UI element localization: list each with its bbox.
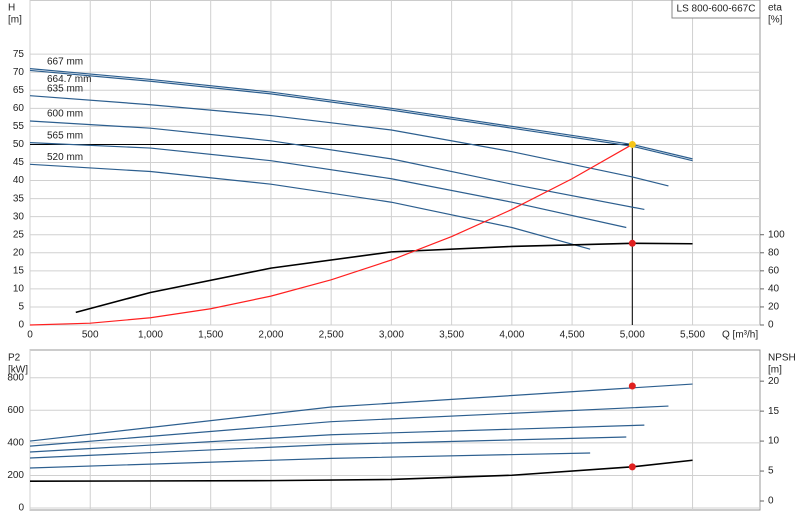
y-tick-label: 20	[13, 247, 25, 258]
series-line	[29, 143, 633, 326]
x-tick-label: 2,000	[258, 330, 283, 341]
series-line	[29, 163, 591, 250]
operating-point	[628, 140, 636, 148]
y2-tick-label: 15	[768, 406, 780, 417]
y2-tick-label: 60	[768, 265, 780, 276]
x-tick-label: 5,000	[620, 330, 645, 341]
y-tick-label: 0	[18, 503, 24, 514]
y-tick-label: 65	[13, 85, 25, 96]
series-label: 635 mm	[47, 83, 83, 94]
y2-tick-label: 5	[768, 466, 774, 477]
y-tick-label: 25	[13, 229, 25, 240]
series-line	[29, 459, 693, 483]
y-tick-label: 200	[7, 470, 24, 481]
series-label: 667 mm	[47, 56, 83, 67]
y-unit: [kW]	[8, 365, 28, 376]
y-tick-label: 60	[13, 103, 25, 114]
x-tick-label: 3,000	[379, 330, 404, 341]
y2-tick-label: 40	[768, 284, 780, 295]
x-tick-label: 2,500	[319, 330, 344, 341]
y2-unit: [m]	[768, 365, 782, 376]
y-tick-label: 15	[13, 265, 25, 276]
y-tick-label: 75	[13, 49, 25, 60]
x-tick-label: 4,000	[499, 330, 524, 341]
x-tick-label: 4,500	[560, 330, 585, 341]
x-label: Q [m³/h]	[722, 330, 758, 341]
y-tick-label: 800	[7, 372, 24, 383]
y-tick-label: 600	[7, 405, 24, 416]
y-tick-label: 70	[13, 67, 25, 78]
operating-point	[628, 382, 636, 390]
y-tick-label: 400	[7, 438, 24, 449]
series-line	[29, 436, 627, 459]
y-tick-label: 35	[13, 193, 25, 204]
y-tick-label: 10	[13, 284, 25, 295]
y2-label: NPSH	[768, 353, 796, 364]
series-line	[29, 424, 645, 453]
x-tick-label: 3,500	[439, 330, 464, 341]
x-tick-label: 1,000	[138, 330, 163, 341]
y-tick-label: 40	[13, 175, 25, 186]
x-tick-label: 1,500	[198, 330, 223, 341]
y2-tick-label: 0	[768, 496, 774, 507]
y-tick-label: 5	[18, 302, 24, 313]
x-tick-label: 5,500	[680, 330, 705, 341]
y-label: H	[8, 3, 15, 14]
y2-tick-label: 10	[768, 436, 780, 447]
y2-unit: [%]	[768, 15, 783, 26]
operating-point	[628, 239, 636, 247]
series-line	[29, 95, 669, 187]
y2-tick-label: 20	[768, 376, 780, 387]
series-line	[29, 383, 693, 442]
x-tick-label: 500	[82, 330, 99, 341]
y-label: P2	[8, 353, 21, 364]
operating-point	[628, 463, 636, 471]
y2-tick-label: 100	[768, 229, 785, 240]
title-box	[671, 0, 761, 19]
series-line	[29, 142, 627, 229]
y-tick-label: 0	[18, 320, 24, 331]
plot-area	[29, 349, 761, 511]
y2-label: eta	[768, 3, 782, 14]
y2-tick-label: 20	[768, 302, 780, 313]
y2-tick-label: 80	[768, 247, 780, 258]
y-tick-label: 50	[13, 139, 25, 150]
y-tick-label: 45	[13, 157, 25, 168]
series-line	[29, 405, 669, 447]
chart-title: LS 800-600-667C	[677, 4, 756, 15]
series-line	[29, 452, 591, 469]
y-unit: [m]	[8, 15, 22, 26]
series-label: 520 mm	[47, 152, 83, 163]
y-tick-label: 30	[13, 211, 25, 222]
series-line	[29, 120, 645, 211]
series-label: 600 mm	[47, 109, 83, 120]
y2-tick-label: 0	[768, 320, 774, 331]
x-tick-label: 0	[27, 330, 33, 341]
y-tick-label: 55	[13, 121, 25, 132]
series-label: 565 mm	[47, 130, 83, 141]
series-label: 664.7 mm	[47, 74, 91, 85]
